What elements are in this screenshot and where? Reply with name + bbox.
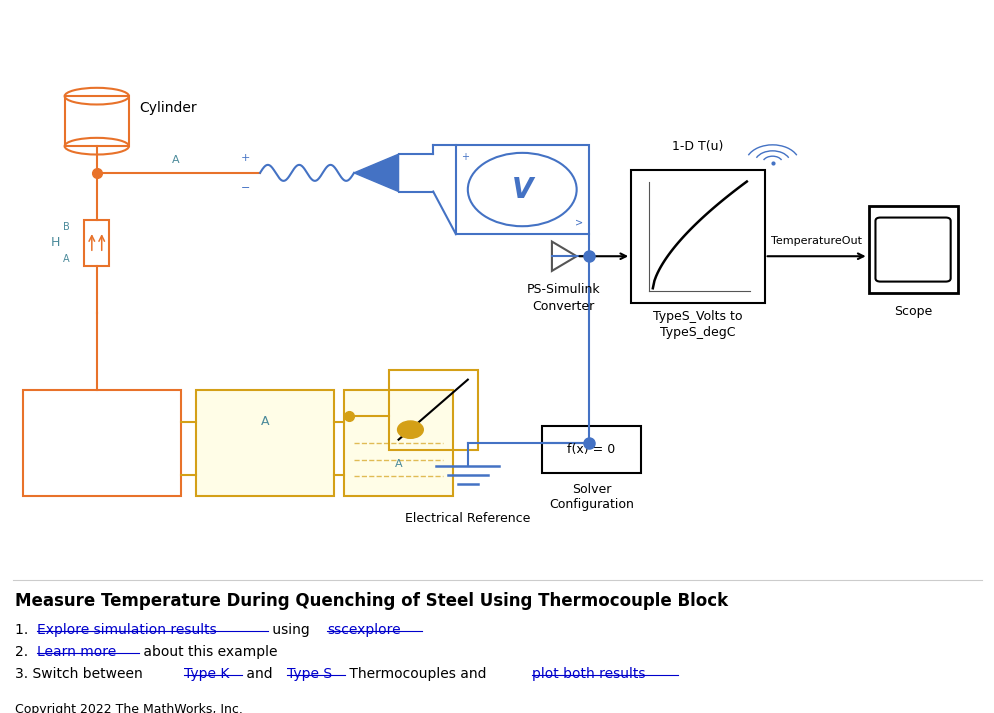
Text: Configuration: Configuration xyxy=(549,498,633,511)
Text: 1-D T(u): 1-D T(u) xyxy=(672,140,723,153)
Text: Thermocouples and: Thermocouples and xyxy=(345,667,491,681)
Text: using: using xyxy=(267,623,314,637)
Text: A: A xyxy=(395,459,402,469)
Text: Electrical Reference: Electrical Reference xyxy=(405,513,530,525)
Text: 2.: 2. xyxy=(15,645,32,659)
Bar xyxy=(542,426,640,473)
Polygon shape xyxy=(354,154,399,192)
Text: Measure Temperature During Quenching of Steel Using Thermocouple Block: Measure Temperature During Quenching of … xyxy=(15,592,727,610)
Text: TypeS_degC: TypeS_degC xyxy=(659,327,735,339)
Text: A: A xyxy=(63,255,70,265)
Text: Copyright 2022 The MathWorks, Inc.: Copyright 2022 The MathWorks, Inc. xyxy=(15,703,243,713)
Text: H: H xyxy=(51,237,60,250)
Text: Learn more: Learn more xyxy=(37,645,116,659)
Bar xyxy=(455,145,587,235)
Text: Explore simulation results: Explore simulation results xyxy=(37,623,217,637)
Bar xyxy=(630,170,763,303)
Text: plot both results: plot both results xyxy=(532,667,645,681)
Text: 1.: 1. xyxy=(15,623,32,637)
Bar xyxy=(344,389,452,496)
Text: V: V xyxy=(511,175,533,203)
Text: TemperatureOut: TemperatureOut xyxy=(770,236,861,246)
Text: B: B xyxy=(63,222,70,232)
Circle shape xyxy=(398,421,422,438)
Text: Solver: Solver xyxy=(572,483,610,496)
Text: Type S: Type S xyxy=(287,667,332,681)
Bar xyxy=(23,389,181,496)
Text: A: A xyxy=(172,155,180,165)
Text: −: − xyxy=(241,183,249,193)
Text: and: and xyxy=(243,667,277,681)
Text: sscexplore: sscexplore xyxy=(327,623,401,637)
Bar xyxy=(868,206,956,293)
Bar xyxy=(389,369,477,450)
Text: Scope: Scope xyxy=(893,305,931,318)
Polygon shape xyxy=(552,242,577,271)
Bar xyxy=(84,220,109,266)
Text: TypeS_Volts to: TypeS_Volts to xyxy=(652,309,742,322)
Text: Type K: Type K xyxy=(184,667,230,681)
Text: A: A xyxy=(260,415,269,428)
Text: PS-Simulink: PS-Simulink xyxy=(527,283,600,296)
Text: +: + xyxy=(241,153,249,163)
Text: Converter: Converter xyxy=(532,299,594,312)
Bar xyxy=(196,389,334,496)
Text: f(x) = 0: f(x) = 0 xyxy=(567,443,615,456)
Text: >: > xyxy=(575,217,583,227)
Bar xyxy=(65,96,129,146)
Text: +: + xyxy=(460,152,468,162)
Text: about this example: about this example xyxy=(138,645,277,659)
Text: 3. Switch between: 3. Switch between xyxy=(15,667,147,681)
Text: Cylinder: Cylinder xyxy=(139,101,196,115)
